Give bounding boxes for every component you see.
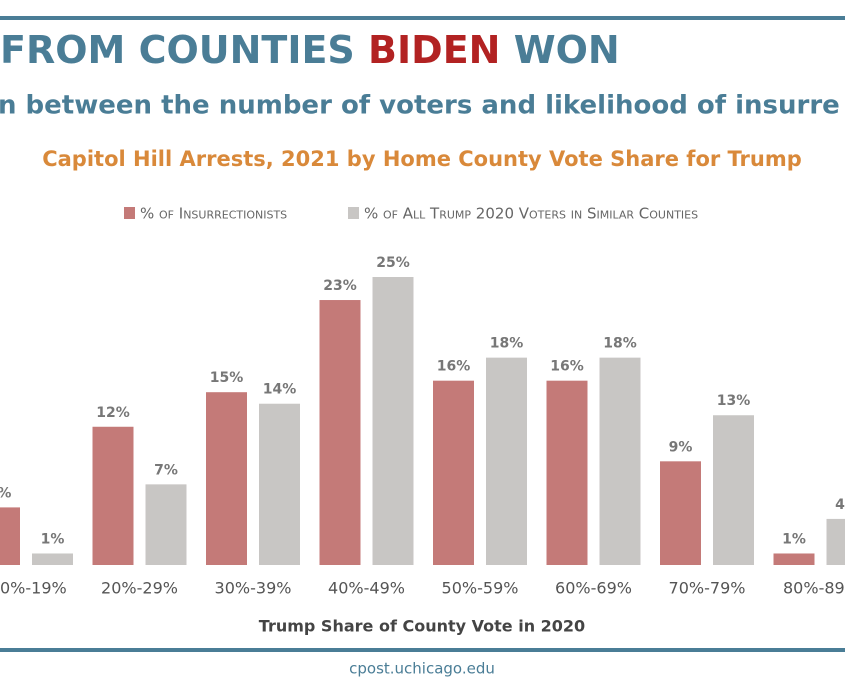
- bar: [145, 484, 187, 565]
- x-tick-label: 60%-69%: [555, 579, 632, 598]
- headline-highlight: BIDEN: [368, 28, 500, 72]
- bar: [599, 357, 641, 565]
- x-tick-label: 30%-39%: [215, 579, 292, 598]
- x-tick-label: 40%-49%: [328, 579, 405, 598]
- value-label: 7%: [154, 462, 178, 478]
- value-label: 23%: [323, 278, 357, 294]
- bar: [486, 357, 527, 565]
- x-tick-label: 0%-19%: [0, 579, 67, 598]
- bar: [433, 380, 474, 565]
- bar: [546, 380, 588, 565]
- bar: [0, 507, 20, 565]
- x-tick-label: 50%-59%: [442, 579, 519, 598]
- bar: [372, 277, 414, 565]
- value-label: 18%: [603, 336, 637, 352]
- value-label: 4%: [835, 497, 845, 513]
- value-label: 1%: [41, 531, 65, 547]
- value-label: 14%: [263, 382, 297, 398]
- value-label: 16%: [550, 359, 584, 375]
- source: cpost.uchicago.edu: [349, 660, 495, 678]
- bar: [319, 300, 361, 565]
- legend-label: % of Insurrectionists: [140, 205, 287, 223]
- legend-label: % of All Trump 2020 Voters in Similar Co…: [364, 205, 698, 223]
- bar: [206, 392, 247, 565]
- value-label: 9%: [669, 439, 693, 455]
- bar: [826, 518, 845, 565]
- bar: [713, 415, 754, 565]
- headline-part: WON: [514, 28, 620, 72]
- value-label: 5%: [0, 485, 11, 501]
- x-tick-label: 80%-89: [783, 579, 845, 598]
- chart-title: Capitol Hill Arrests, 2021 by Home Count…: [42, 147, 802, 171]
- value-label: 13%: [717, 393, 751, 409]
- headline: FROM COUNTIES BIDEN WON: [0, 28, 620, 72]
- bar: [92, 426, 134, 565]
- x-tick-label: 70%-79%: [669, 579, 746, 598]
- bar: [773, 553, 815, 565]
- legend-swatch: [124, 207, 135, 219]
- value-label: 16%: [437, 359, 471, 375]
- value-label: 15%: [210, 370, 244, 386]
- headline-part: FROM COUNTIES: [0, 28, 355, 72]
- x-axis-title: Trump Share of County Vote in 2020: [259, 617, 585, 636]
- value-label: 18%: [490, 336, 524, 352]
- bar: [259, 403, 300, 565]
- x-tick-label: 20%-29%: [101, 579, 178, 598]
- value-label: 25%: [376, 255, 410, 271]
- bar: [32, 553, 73, 565]
- legend-swatch: [348, 207, 359, 219]
- subtitle: n between the number of voters and likel…: [0, 91, 840, 121]
- value-label: 12%: [96, 405, 130, 421]
- bar: [660, 461, 701, 565]
- value-label: 1%: [782, 531, 806, 547]
